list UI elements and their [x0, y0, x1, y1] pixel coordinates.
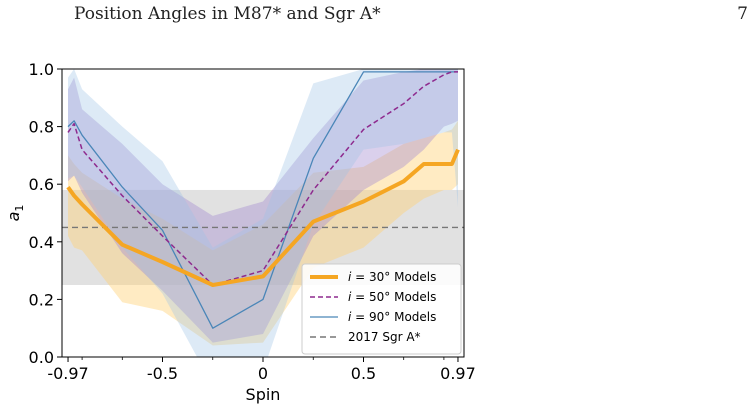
line-i90	[67, 71, 458, 329]
band-i50	[68, 69, 458, 343]
y-tick-label: 0.8	[29, 118, 54, 137]
line-i50	[67, 71, 458, 286]
y-tick-label: 0.0	[29, 348, 54, 367]
y-axis-label: a1	[4, 205, 26, 222]
legend-label-i50: i = 50° Models	[348, 290, 436, 304]
x-axis-label: Spin	[246, 385, 281, 404]
y-tick-label: 0.6	[29, 175, 54, 194]
y-tick-label: 0.4	[29, 233, 54, 252]
y-tick-label: 0.2	[29, 290, 54, 309]
legend-box	[301, 263, 462, 355]
page-header: Position Angles in M87* and Sgr A* 7	[0, 0, 756, 40]
x-tick-label: -0.97	[47, 364, 88, 383]
x-tick-label: -0.5	[147, 364, 178, 383]
line-i30	[66, 148, 460, 287]
x-tick-label: 0.97	[440, 364, 476, 383]
page-number: 7	[737, 4, 748, 24]
legend-label-i90: i = 90° Models	[348, 310, 436, 324]
x-tick-label: 0	[258, 364, 268, 383]
y-tick-label: 1.0	[29, 60, 54, 79]
header-title: Position Angles in M87* and Sgr A*	[74, 4, 381, 24]
band-i30	[68, 120, 458, 346]
x-tick-label: 0.5	[351, 364, 376, 383]
legend-label-sgra: 2017 Sgr A*	[348, 330, 421, 344]
band-i90	[68, 69, 458, 357]
plot-area	[62, 69, 464, 357]
legend-label-i30: i = 30° Models	[348, 270, 436, 284]
legend: i = 30° Models i = 50° Models i = 90° Mode…	[301, 263, 462, 355]
